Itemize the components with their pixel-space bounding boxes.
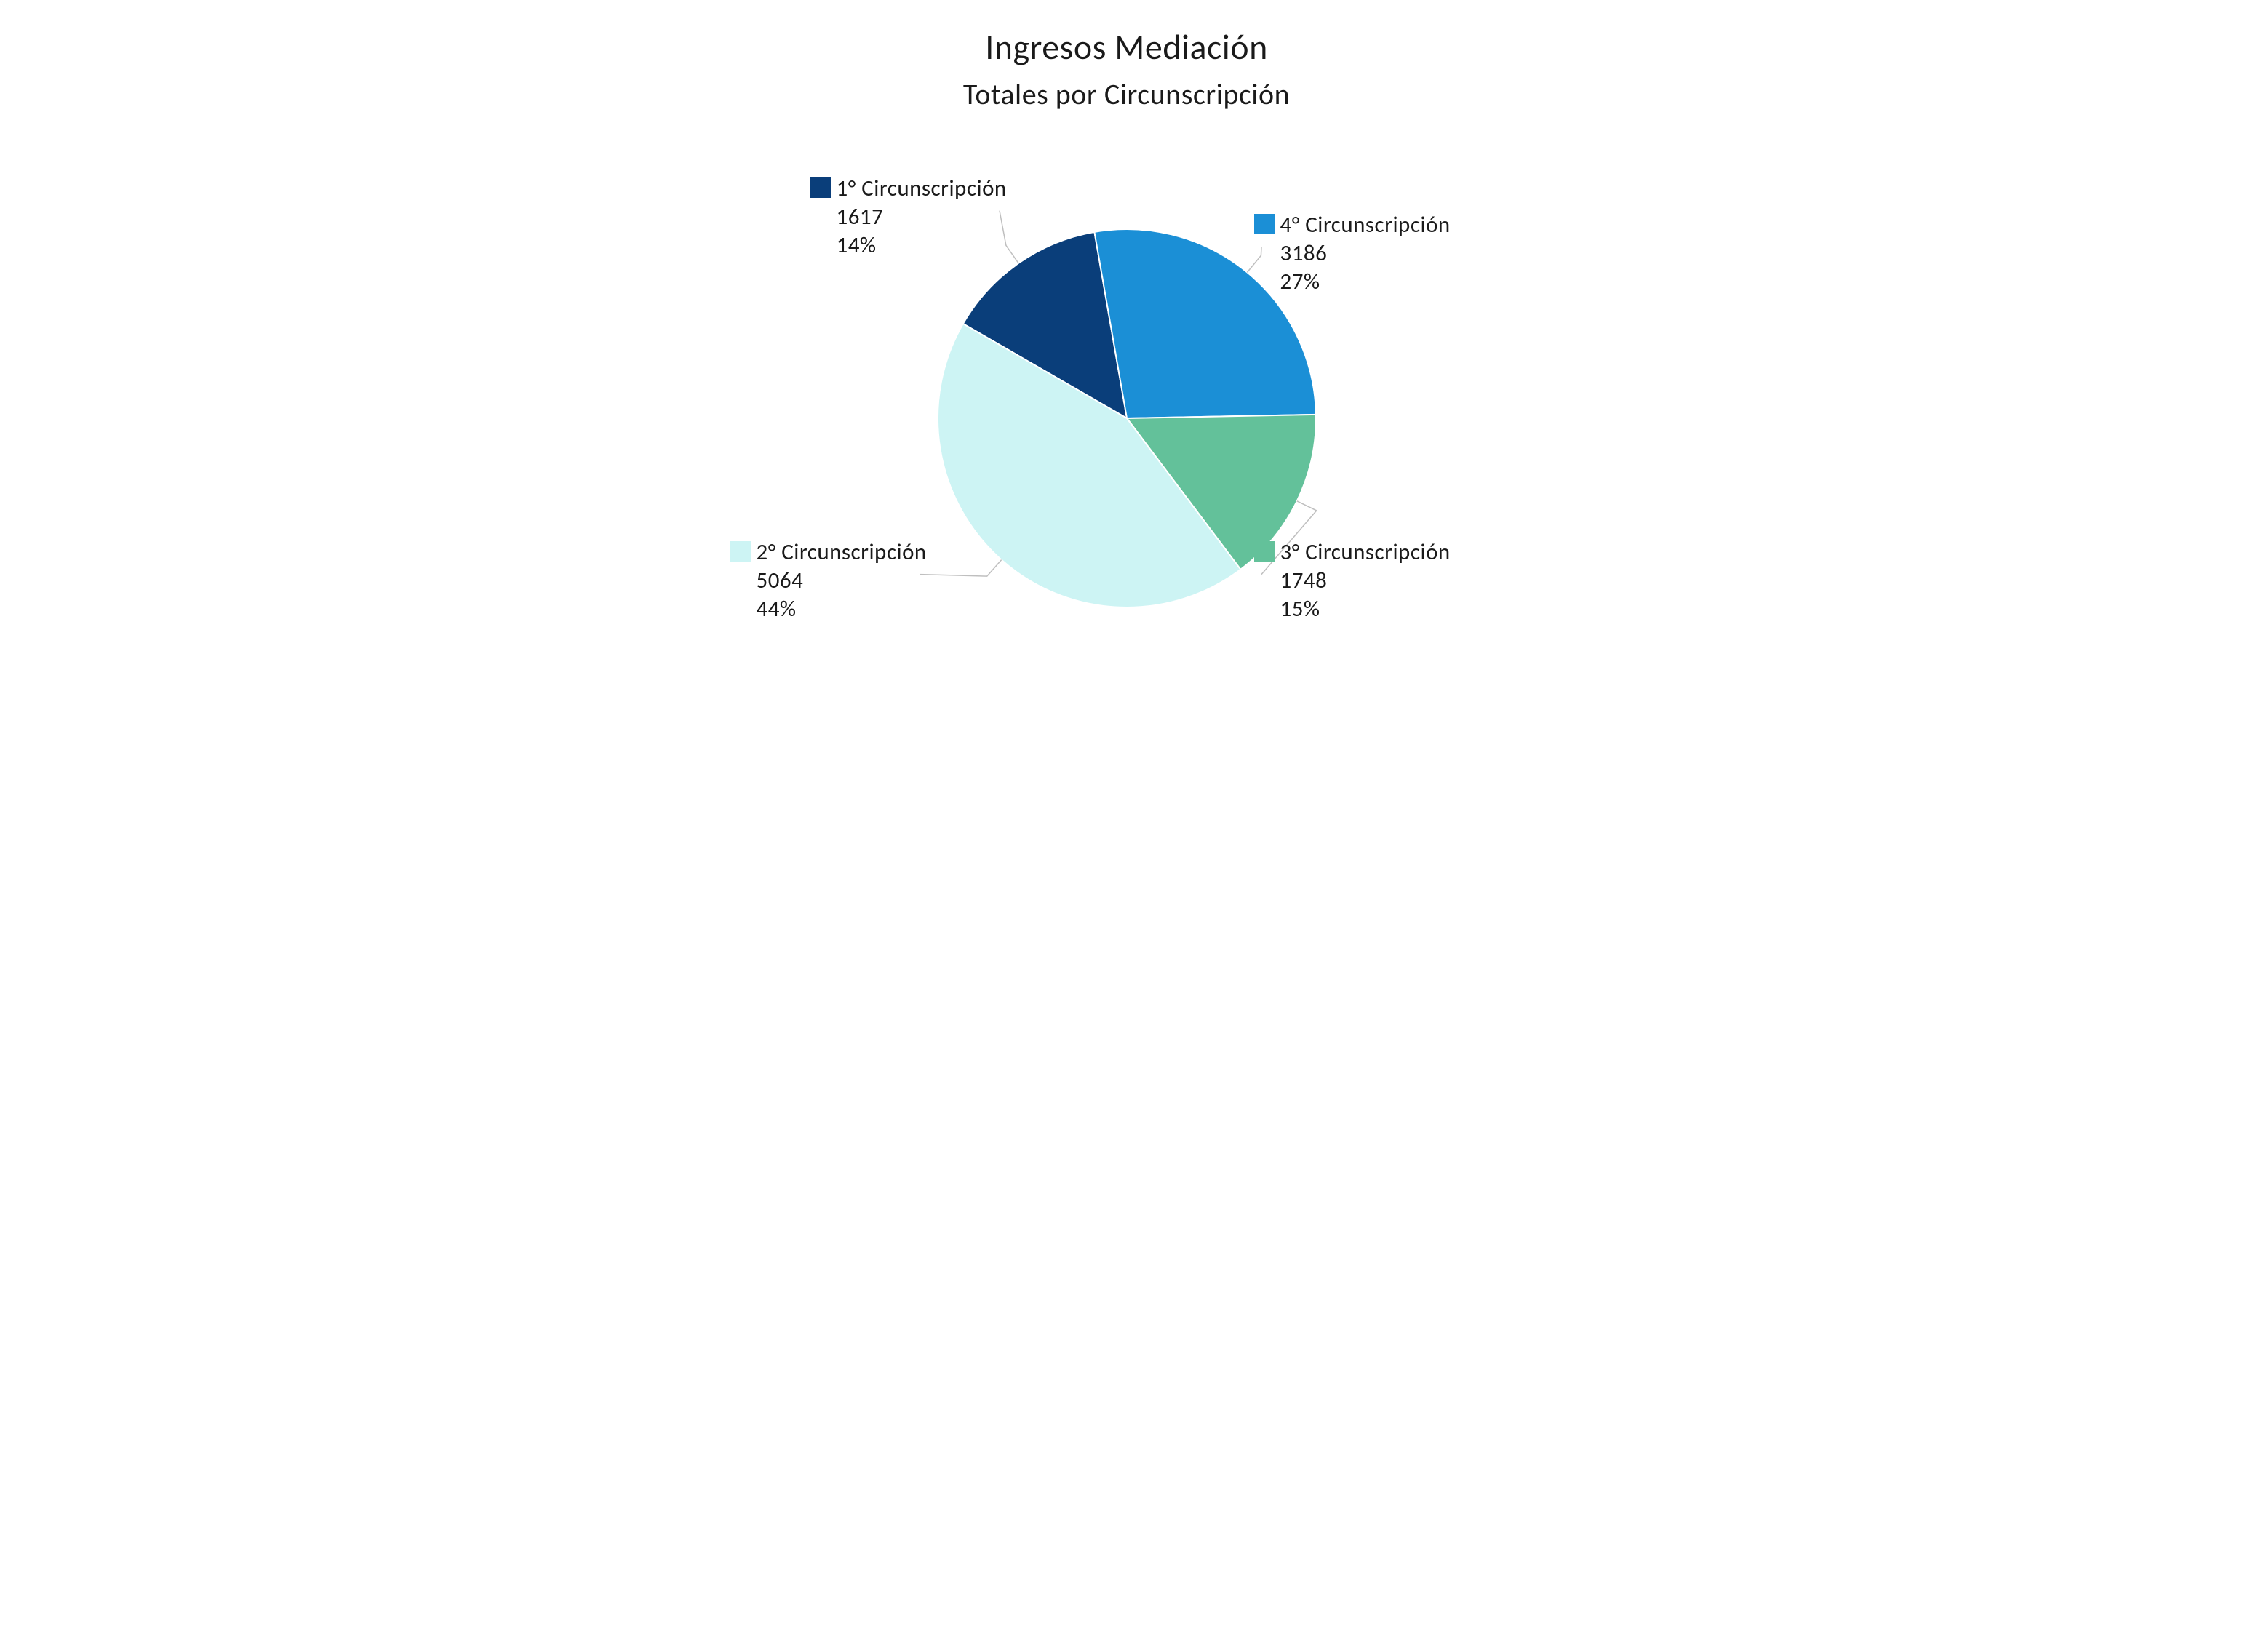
slice-value-text: 1748 [1254,567,1451,595]
slice-percent-text: 27% [1254,268,1451,296]
pie-chart-container: Ingresos Mediación Totales por Circunscr… [658,0,1596,691]
data-label: 4° Circunscripción318627% [1254,211,1451,295]
slice-value-text: 5064 [730,567,927,595]
slice-value-text: 3186 [1254,239,1451,268]
slice-percent-text: 15% [1254,595,1451,623]
slice-percent-text: 14% [810,231,1007,260]
slice-label-text: 4° Circunscripción [1280,211,1451,239]
slice-label-text: 2° Circunscripción [757,538,927,566]
legend-swatch [730,541,751,562]
data-label: 3° Circunscripción174815% [1254,538,1451,623]
data-label: 2° Circunscripción506444% [730,538,927,623]
slice-label-text: 1° Circunscripción [837,175,1007,202]
legend-swatch [1254,214,1275,234]
chart-title: Ingresos Mediación [658,25,1596,68]
slice-percent-text: 44% [730,595,927,623]
legend-swatch [810,177,831,198]
data-label: 1° Circunscripción161714% [810,175,1007,259]
chart-subtitle: Totales por Circunscripción [658,76,1596,112]
slice-label-text: 3° Circunscripción [1280,538,1451,566]
pie-area: 1° Circunscripción161714% 4° Circunscripc… [658,145,1596,691]
legend-swatch [1254,541,1275,562]
slice-value-text: 1617 [810,203,1007,231]
